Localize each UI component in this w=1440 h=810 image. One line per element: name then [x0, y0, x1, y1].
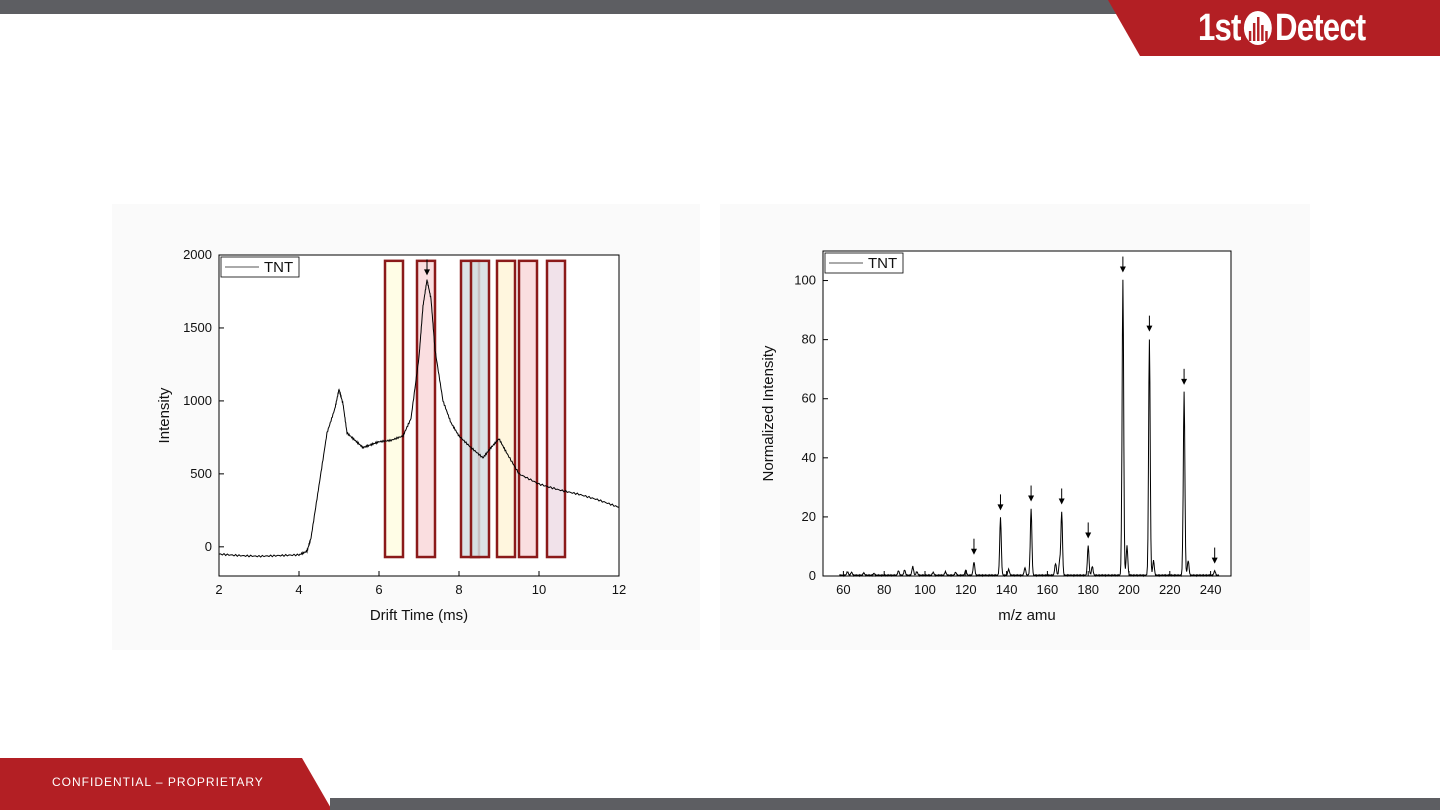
x-tick-label: 200: [1118, 582, 1140, 597]
legend-label: TNT: [264, 259, 293, 276]
y-tick-label: 100: [794, 273, 816, 288]
x-tick-label: 80: [877, 582, 891, 597]
y-tick-label: 0: [809, 568, 816, 583]
peak-arrow-head: [1211, 557, 1218, 564]
y-tick-label: 40: [802, 450, 816, 465]
brand-logo: 1st Detect: [1198, 6, 1366, 50]
top-bar: [0, 0, 1440, 14]
x-tick-label: 240: [1200, 582, 1222, 597]
logo-tab: [1108, 0, 1440, 56]
logo-text-right: Detect: [1275, 7, 1366, 49]
x-tick-label: 12: [612, 582, 626, 597]
peak-arrow-head: [424, 269, 430, 276]
legend-label: TNT: [868, 255, 897, 272]
highlight-box: [517, 259, 539, 559]
peak-arrow-head: [1028, 495, 1035, 502]
logo-text-left: 1st: [1198, 7, 1241, 49]
x-tick-label: 60: [836, 582, 850, 597]
highlight-box: [545, 259, 567, 559]
peak-arrow-head: [1146, 325, 1153, 332]
mass-spectrum-chart: 60 80 100 120 140 160 180 200 220 240 0 20 40 60 80 100…: [760, 250, 1232, 624]
x-tick-label: 2: [215, 582, 222, 597]
y-tick-label: 80: [802, 332, 816, 347]
highlight-box: [469, 259, 491, 559]
x-tick-label: 10: [532, 582, 546, 597]
y-tick-label: 500: [190, 466, 212, 481]
peak-arrow-head: [970, 548, 977, 555]
series-line-tnt: [218, 279, 620, 558]
drift-time-chart: 2 4 6 8 10 12 0 500 1000 1500 2000 Drift Time (ms) I…: [156, 247, 626, 624]
footer-bar: [330, 798, 1440, 810]
peak-arrow-head: [1181, 378, 1188, 385]
x-tick-label: 8: [455, 582, 462, 597]
highlight-box: [495, 259, 517, 559]
highlight-box: [383, 259, 405, 559]
x-tick-label: 6: [375, 582, 382, 597]
peak-arrow-head: [1058, 498, 1065, 505]
y-axis-label: Intensity: [156, 387, 173, 443]
x-tick-label: 180: [1077, 582, 1099, 597]
x-tick-label: 4: [295, 582, 302, 597]
peak-arrow-head: [1085, 532, 1092, 539]
x-axis-label: m/z amu: [998, 607, 1056, 624]
plot-frame: [218, 254, 620, 577]
x-tick-label: 120: [955, 582, 977, 597]
x-tick-label: 140: [996, 582, 1018, 597]
series-line-tnt: [839, 279, 1220, 578]
plot-frame: [822, 250, 1232, 577]
peak-arrow-head: [1119, 266, 1126, 273]
y-tick-label: 0: [205, 539, 212, 554]
y-tick-label: 20: [802, 509, 816, 524]
x-tick-label: 160: [1037, 582, 1059, 597]
x-axis-label: Drift Time (ms): [370, 607, 468, 624]
plot-area: [823, 251, 1231, 576]
y-tick-label: 60: [802, 391, 816, 406]
peak-arrow-head: [997, 504, 1004, 511]
footer-tab: [0, 758, 332, 810]
legend-box: [824, 252, 904, 274]
y-tick-label: 1000: [183, 393, 212, 408]
highlight-box: [415, 259, 437, 559]
y-tick-label: 1500: [183, 320, 212, 335]
x-tick-label: 220: [1159, 582, 1181, 597]
x-tick-label: 100: [914, 582, 936, 597]
legend-box: [220, 256, 300, 278]
logo-mark-icon: [1243, 11, 1272, 45]
y-tick-label: 2000: [183, 247, 212, 262]
y-axis-label: Normalized Intensity: [760, 345, 777, 481]
footer-confidential-label: CONFIDENTIAL – PROPRIETARY: [52, 775, 264, 789]
